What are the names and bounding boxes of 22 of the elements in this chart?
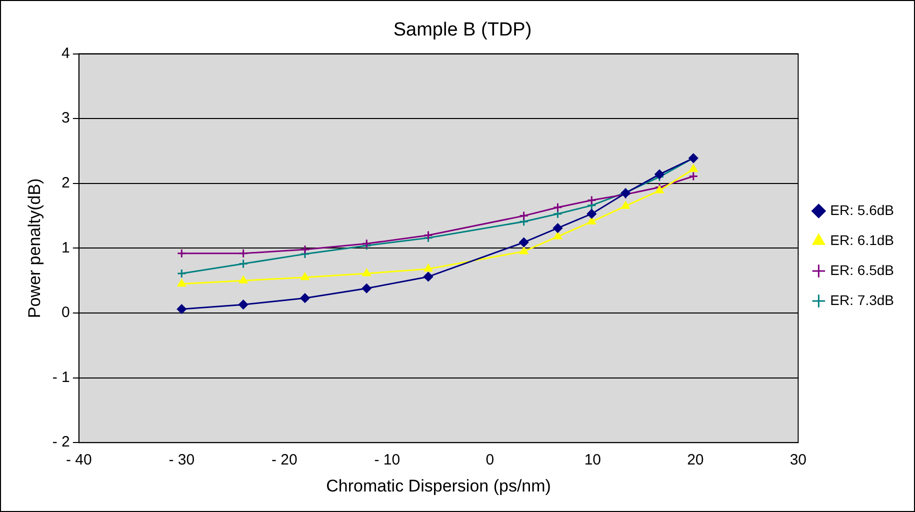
y-tick-label: 3 [62, 110, 70, 127]
x-tick-label: - 30 [168, 452, 195, 469]
y-tick-label: - 1 [52, 368, 70, 386]
x-tick-label: - 40 [66, 452, 92, 469]
legend-label: ER: 6.1dB [830, 232, 894, 248]
legend-label: ER: 6.5dB [830, 262, 894, 278]
y-tick-label: 2 [62, 174, 70, 192]
x-tick-label: 30 [790, 452, 807, 469]
y-tick-label: 1 [62, 239, 70, 256]
x-tick-label: 20 [687, 452, 704, 469]
y-tick-label: - 2 [52, 434, 70, 451]
chart-title: Sample B (TDP) [393, 20, 532, 41]
x-axis-title: Chromatic Dispersion (ps/nm) [326, 476, 551, 496]
x-tick-label: 10 [584, 452, 602, 469]
y-tick-label: 0 [62, 304, 70, 322]
x-tick-label: 0 [486, 452, 494, 469]
y-axis-title: Power penalty(dB) [24, 178, 44, 318]
y-tick-label: 4 [62, 44, 70, 62]
legend-label: ER: 5.6dB [830, 202, 894, 218]
legend-label: ER: 7.3dB [830, 292, 894, 308]
x-tick-label: - 20 [271, 452, 298, 469]
x-tick-label: - 10 [374, 452, 400, 469]
